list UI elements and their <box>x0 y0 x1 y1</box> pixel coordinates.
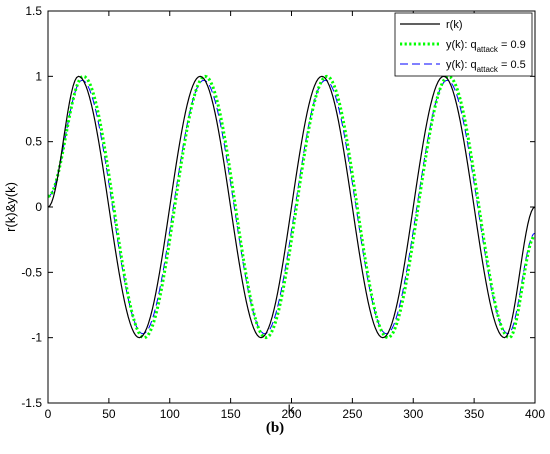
series-layer <box>47 74 536 340</box>
series-line-1 <box>47 75 536 339</box>
legend-label-3: y(k): qattack = 0.5 <box>446 59 526 74</box>
plot-frame <box>47 10 536 404</box>
y-tick-label: -0.5 <box>21 265 42 279</box>
legend: r(k) y(k): qattack = 0.9 y(k): qattack = 0… <box>394 12 533 77</box>
y-axis-label: r(k)&y(k) <box>3 182 18 232</box>
x-tick-label: 50 <box>102 407 116 421</box>
legend-label-2: y(k): qattack = 0.9 <box>446 39 526 54</box>
y-tick-label: -1 <box>31 331 42 345</box>
axis-ticks: 0 50 100 150 200 250 300 350 400 -1.5 -1 -0.5 0 0.5 1 1… <box>21 4 545 421</box>
legend-label-1: r(k) <box>446 19 463 31</box>
y-tick-label: 0.5 <box>25 135 42 149</box>
y-tick-label: 1.5 <box>25 4 42 18</box>
x-axis-label: k <box>288 402 295 417</box>
y-tick-label: 1 <box>35 69 42 83</box>
x-tick-label: 100 <box>160 407 180 421</box>
x-tick-label: 200 <box>281 407 301 421</box>
x-tick-label: 250 <box>342 407 362 421</box>
series-line-2 <box>47 74 536 340</box>
x-tick-label: 400 <box>525 407 545 421</box>
y-tick-label: -1.5 <box>21 396 42 410</box>
x-tick-label: 350 <box>464 407 484 421</box>
x-tick-label: 0 <box>45 407 52 421</box>
x-tick-label: 150 <box>221 407 241 421</box>
x-tick-label: 300 <box>403 407 423 421</box>
figure-caption: (b) <box>265 420 285 436</box>
y-tick-label: 0 <box>35 200 42 214</box>
